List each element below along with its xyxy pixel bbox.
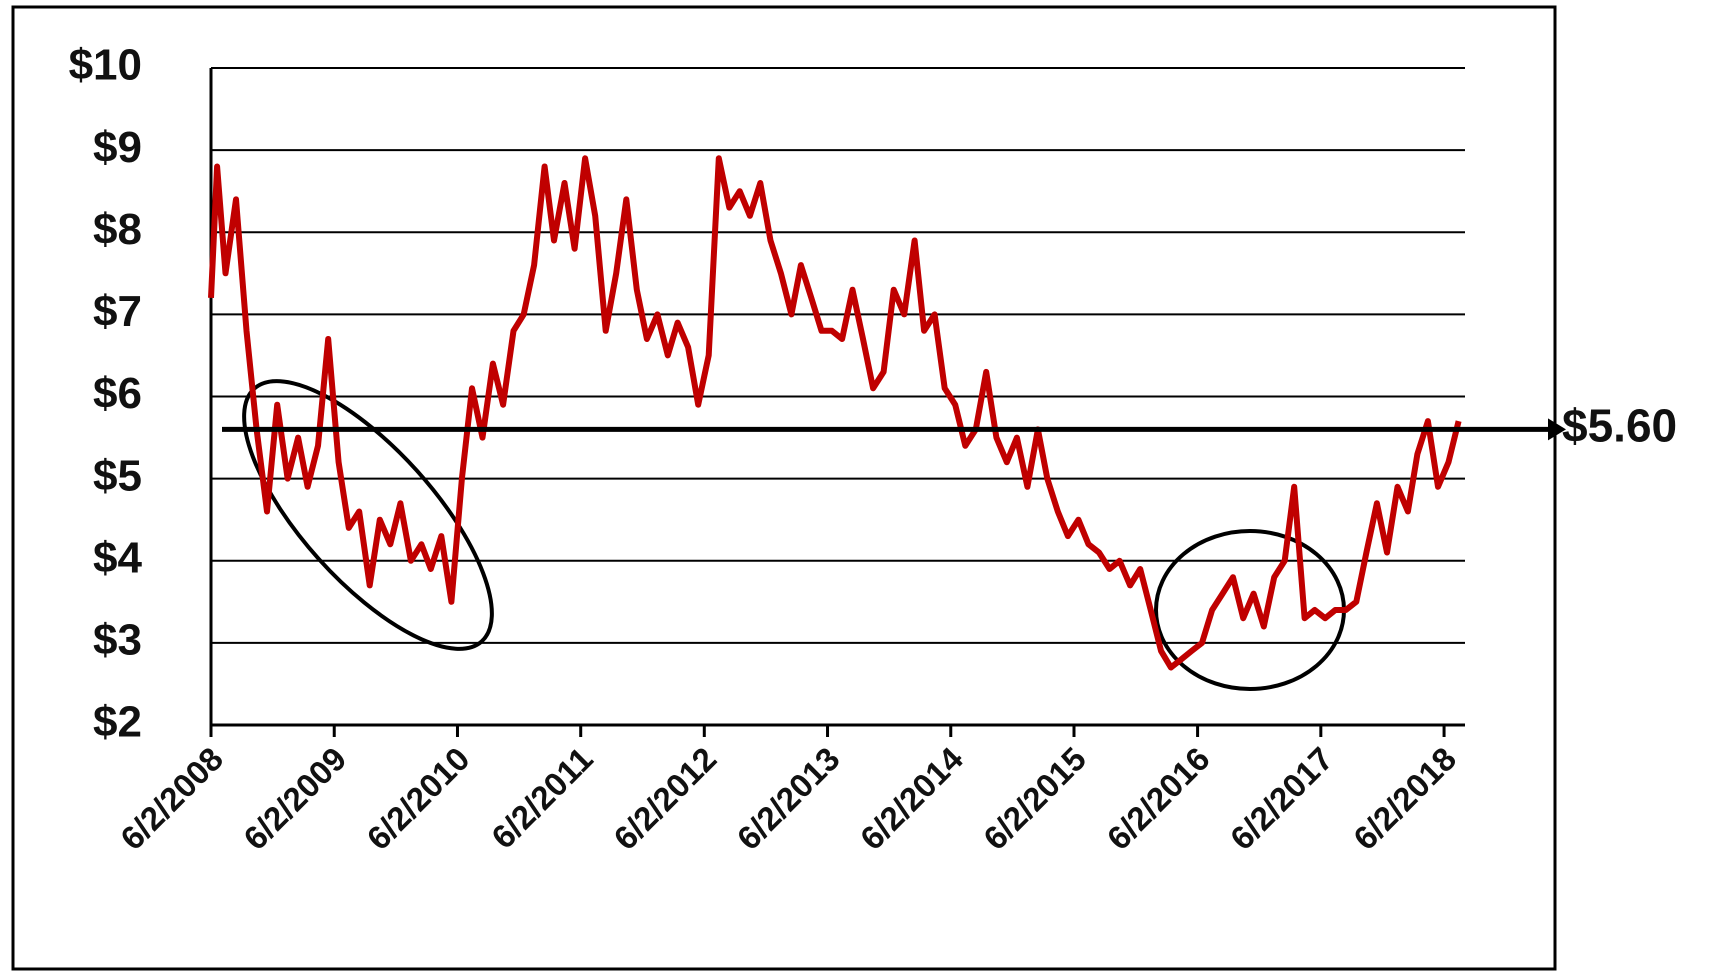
y-tick-label: $9 [93, 123, 142, 172]
reference-label: $5.60 [1562, 400, 1677, 452]
x-tick-label: 6/2/2010 [360, 740, 477, 857]
x-tick-label: 6/2/2017 [1223, 740, 1340, 857]
y-tick-label: $4 [93, 533, 142, 582]
x-tick-label: 6/2/2013 [730, 740, 847, 857]
chart-frame [11, 5, 1557, 971]
reference-arrow [1548, 418, 1566, 441]
y-tick-label: $10 [69, 41, 142, 90]
y-tick-label: $2 [93, 698, 142, 747]
x-tick-label: 6/2/2016 [1100, 740, 1217, 857]
x-tick-label: 6/2/2012 [606, 740, 723, 857]
y-tick-label: $8 [93, 205, 142, 254]
y-tick-label: $3 [93, 616, 142, 665]
x-tick-label: 6/2/2008 [113, 740, 230, 857]
y-tick-label: $7 [93, 287, 142, 336]
x-tick-label: 6/2/2018 [1346, 740, 1463, 857]
x-tick-label: 6/2/2014 [853, 740, 970, 857]
x-tick-label: 6/2/2015 [976, 740, 1093, 857]
y-tick-label: $6 [93, 369, 142, 418]
y-tick-label: $5 [93, 451, 142, 500]
x-tick-label: 6/2/2009 [236, 740, 353, 857]
price-line [208, 155, 1462, 671]
x-tick-label: 6/2/2011 [484, 740, 600, 856]
